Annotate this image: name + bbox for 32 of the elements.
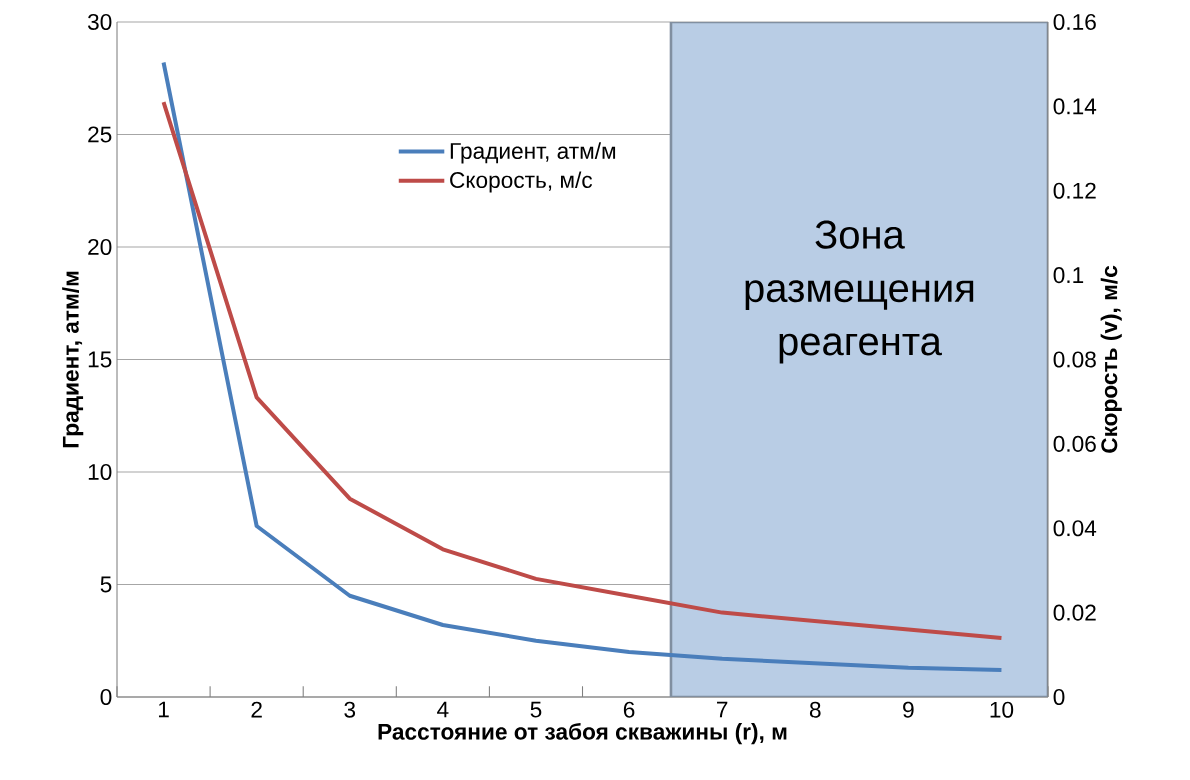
y2-tick-label: 0.12 [1053, 182, 1096, 199]
y-tick-label: 5 [100, 576, 112, 593]
y-tick-label: 15 [88, 351, 112, 368]
x-tick-label: 3 [344, 701, 356, 718]
y2-tick-label: 0.16 [1053, 13, 1096, 31]
y-tick-label: 30 [87, 13, 112, 31]
y2-axis-title: Скорость (v), м/с [1100, 265, 1122, 453]
x-tick-label: 5 [530, 701, 542, 718]
y2-tick-label: 0.02 [1053, 604, 1096, 621]
y-tick-label: 10 [88, 463, 112, 481]
y-tick-label: 20 [88, 238, 112, 256]
x-tick-label: 6 [623, 701, 635, 718]
x-tick-label: 10 [990, 701, 1014, 718]
x-tick-label: 4 [437, 701, 449, 718]
y2-tick-label: 0.06 [1053, 435, 1096, 452]
y2-tick-label: 0.04 [1053, 520, 1097, 537]
x-tick-label: 7 [717, 701, 728, 718]
x-axis-title: Расстояние от забоя скважины (r), м [378, 722, 787, 745]
y2-tick-label: 0.08 [1053, 351, 1096, 368]
y-tick-label: 0 [100, 688, 112, 706]
y-axis-title: Градиент, атм/м [62, 271, 84, 448]
y-tick-label: 25 [88, 126, 112, 143]
x-tick-label: 8 [809, 701, 821, 718]
x-tick-label: 1 [158, 701, 169, 718]
y2-tick-label: 0 [1053, 688, 1065, 706]
x-tick-label: 9 [903, 701, 914, 718]
x-tick-label: 2 [251, 701, 262, 718]
legend-label: Скорость, м/с [450, 171, 593, 193]
y2-tick-label: 0.14 [1053, 98, 1097, 115]
y2-tick-label: 0.1 [1053, 267, 1084, 284]
legend-label: Градиент, атм/м [450, 142, 616, 164]
band-label: Зона размещения реагента [745, 220, 974, 364]
